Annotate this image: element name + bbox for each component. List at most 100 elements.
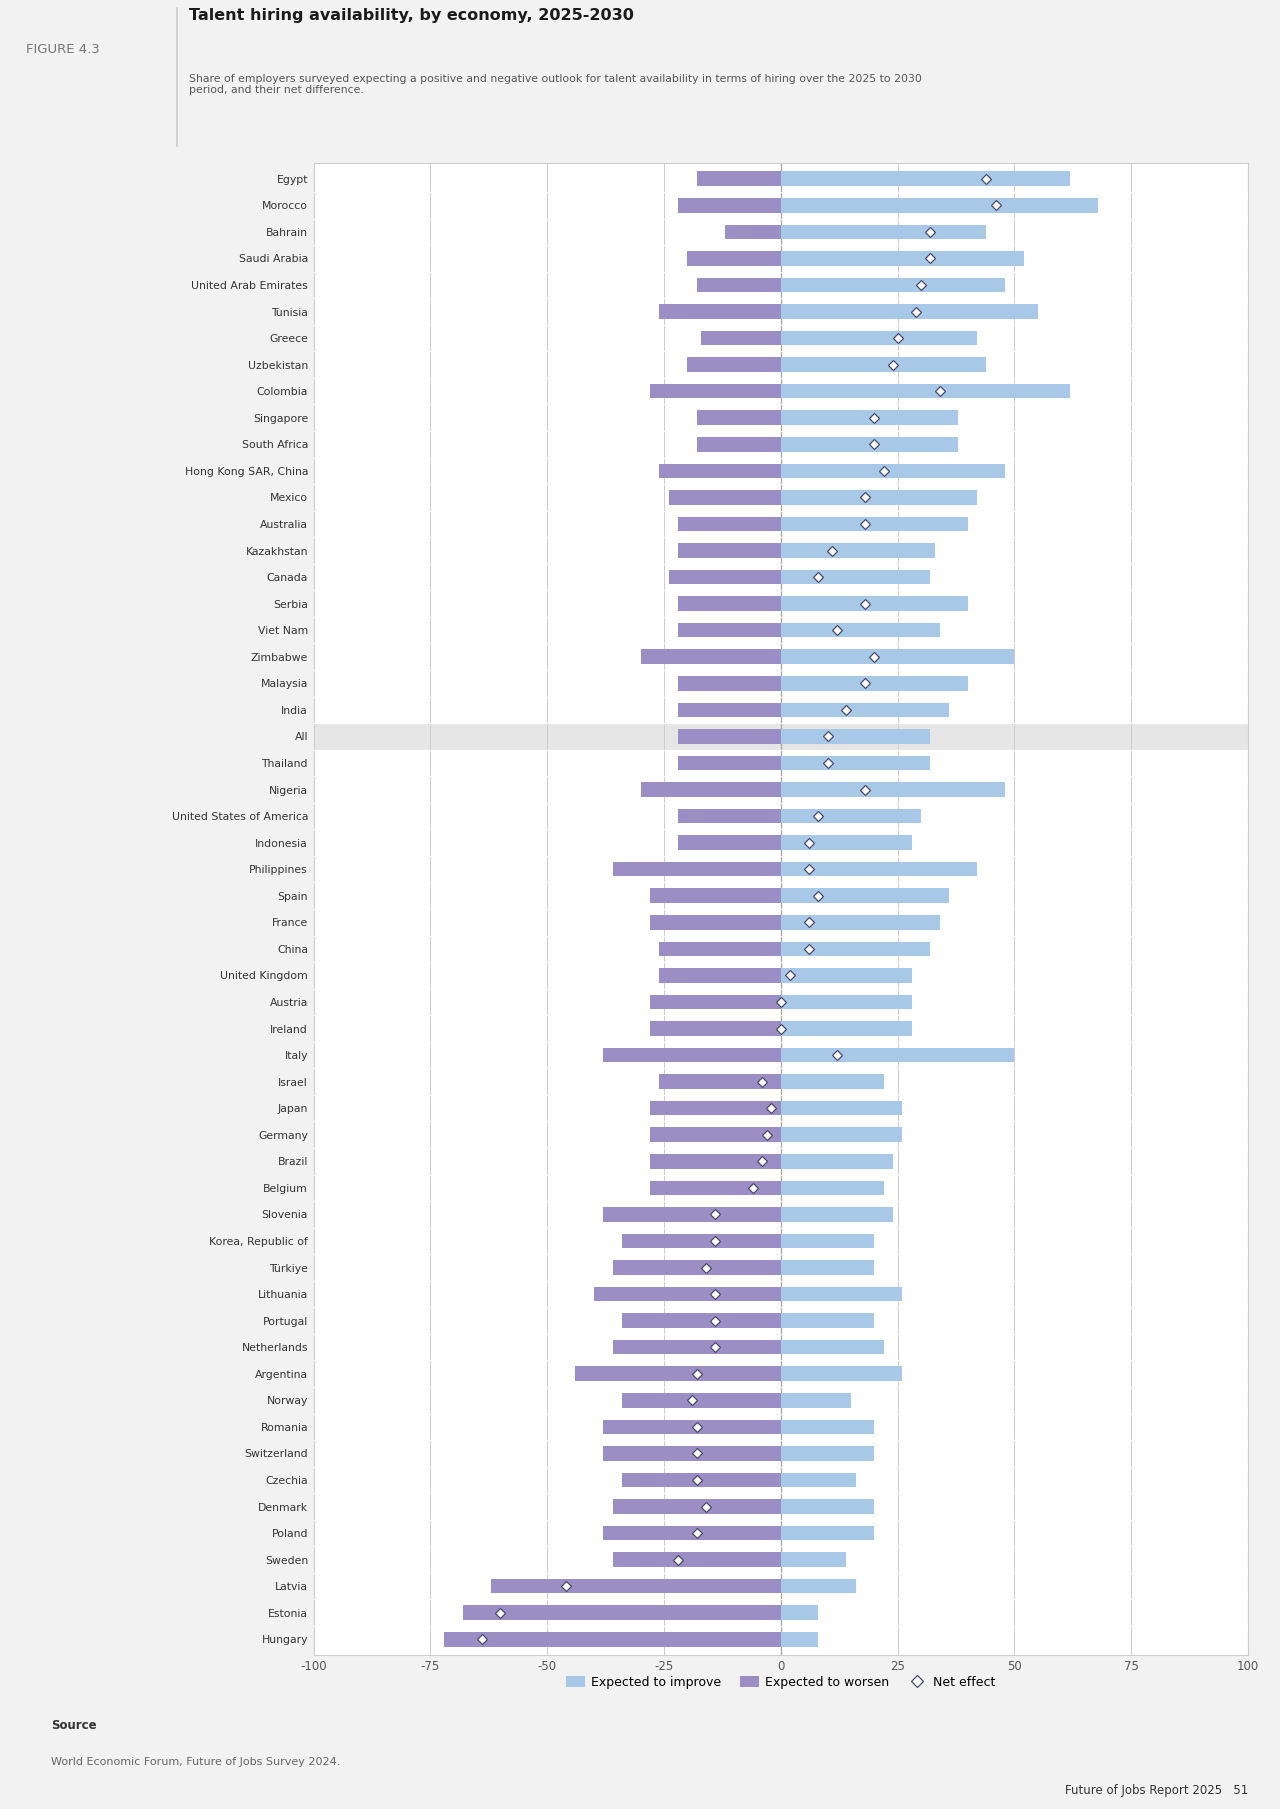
Bar: [668, 490, 781, 505]
Bar: [781, 1047, 1014, 1062]
Bar: [781, 172, 1070, 186]
Bar: [781, 649, 1014, 664]
Bar: [781, 1313, 874, 1328]
Bar: [641, 649, 781, 664]
Bar: [659, 304, 781, 318]
Bar: [696, 411, 781, 425]
Bar: [678, 756, 781, 771]
Bar: [781, 1525, 874, 1541]
Bar: [781, 861, 977, 877]
Bar: [650, 995, 781, 1009]
Bar: [781, 941, 931, 957]
Bar: [781, 809, 922, 823]
Bar: [781, 411, 959, 425]
Bar: [781, 197, 1098, 213]
Bar: [781, 756, 931, 771]
Bar: [659, 463, 781, 478]
Bar: [781, 277, 1005, 293]
Bar: [444, 1632, 781, 1646]
Bar: [622, 1473, 781, 1487]
Bar: [781, 702, 948, 716]
Bar: [650, 1154, 781, 1169]
Text: Share of employers surveyed expecting a positive and negative outlook for talent: Share of employers surveyed expecting a …: [189, 74, 923, 96]
Bar: [678, 543, 781, 557]
Bar: [641, 781, 781, 796]
Bar: [781, 570, 931, 584]
Bar: [781, 517, 968, 532]
Bar: [678, 517, 781, 532]
Bar: [701, 331, 781, 346]
Bar: [603, 1525, 781, 1541]
Bar: [594, 1286, 781, 1301]
Bar: [781, 1632, 818, 1646]
Bar: [781, 1393, 851, 1407]
Bar: [781, 1181, 883, 1196]
Bar: [603, 1207, 781, 1221]
Bar: [696, 172, 781, 186]
Bar: [603, 1420, 781, 1435]
Bar: [781, 888, 948, 903]
Bar: [781, 836, 911, 850]
Bar: [781, 1340, 883, 1355]
Bar: [575, 1366, 781, 1380]
Bar: [724, 224, 781, 239]
Bar: [781, 1286, 902, 1301]
Bar: [781, 384, 1070, 398]
Bar: [613, 861, 781, 877]
Bar: [781, 622, 940, 637]
Bar: [650, 1022, 781, 1037]
Bar: [603, 1047, 781, 1062]
Bar: [678, 677, 781, 691]
Text: Talent hiring availability, by economy, 2025-2030: Talent hiring availability, by economy, …: [189, 7, 635, 24]
Bar: [781, 1154, 893, 1169]
Bar: [781, 1075, 883, 1089]
Bar: [622, 1234, 781, 1248]
Legend: Expected to improve, Expected to worsen, Net effect: Expected to improve, Expected to worsen,…: [561, 1672, 1001, 1693]
Text: Future of Jobs Report 2025   51: Future of Jobs Report 2025 51: [1065, 1784, 1248, 1798]
Bar: [696, 438, 781, 452]
Bar: [678, 729, 781, 743]
Bar: [781, 463, 1005, 478]
Bar: [781, 1207, 893, 1221]
Bar: [781, 1552, 846, 1567]
Bar: [781, 1366, 902, 1380]
Bar: [678, 702, 781, 716]
Bar: [650, 1181, 781, 1196]
Bar: [781, 543, 934, 557]
Bar: [781, 1234, 874, 1248]
Bar: [659, 968, 781, 982]
Bar: [781, 1127, 902, 1141]
Bar: [781, 781, 1005, 796]
Text: FIGURE 4.3: FIGURE 4.3: [26, 43, 100, 56]
Bar: [687, 251, 781, 266]
Bar: [781, 490, 977, 505]
Bar: [650, 888, 781, 903]
Bar: [492, 1579, 781, 1594]
Bar: [781, 1022, 911, 1037]
Bar: [781, 331, 977, 346]
Bar: [781, 224, 987, 239]
Bar: [622, 1393, 781, 1407]
Bar: [678, 197, 781, 213]
Text: Source: Source: [51, 1719, 97, 1731]
Bar: [650, 1102, 781, 1116]
Bar: [650, 1127, 781, 1141]
Bar: [613, 1552, 781, 1567]
Bar: [781, 729, 931, 743]
Bar: [650, 384, 781, 398]
Bar: [781, 251, 1024, 266]
Bar: [687, 358, 781, 373]
Bar: [613, 1340, 781, 1355]
Bar: [678, 597, 781, 611]
Bar: [781, 1579, 855, 1594]
Bar: [613, 1261, 781, 1275]
Bar: [781, 1605, 818, 1621]
Text: World Economic Forum, Future of Jobs Survey 2024.: World Economic Forum, Future of Jobs Sur…: [51, 1757, 340, 1767]
Bar: [781, 677, 968, 691]
Bar: [659, 1075, 781, 1089]
Bar: [781, 304, 1038, 318]
Bar: [314, 724, 1248, 749]
Bar: [659, 941, 781, 957]
Bar: [781, 1261, 874, 1275]
Bar: [781, 1473, 855, 1487]
